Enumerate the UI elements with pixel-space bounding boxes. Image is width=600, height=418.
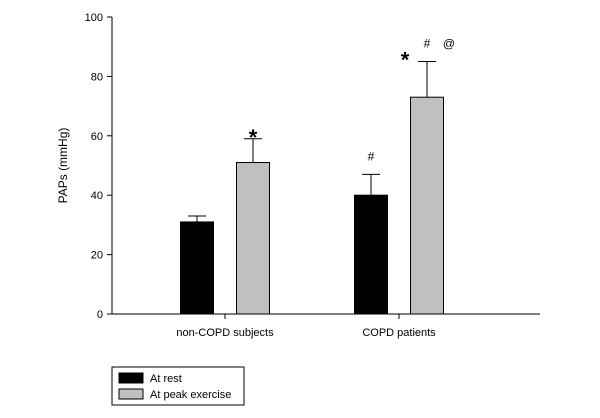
bar <box>354 194 388 315</box>
bar <box>236 162 270 315</box>
axes: 0 20 40 60 80 100 PAPs (mmHg) <box>56 12 540 321</box>
legend-swatch <box>118 372 144 384</box>
y-tick-label: 40 <box>91 190 103 202</box>
category-label: non-COPD subjects <box>176 327 274 339</box>
y-tick-label: 80 <box>91 71 103 83</box>
legend-label: At rest <box>150 373 182 385</box>
y-tick-label: 20 <box>91 250 103 262</box>
y-tick-label: 60 <box>91 131 103 143</box>
legend: At rest At peak exercise <box>111 366 245 406</box>
bars <box>180 61 444 315</box>
bar <box>410 96 444 315</box>
legend-swatch <box>118 388 144 400</box>
significance-mark: * <box>401 48 410 73</box>
y-tick-label: 0 <box>97 309 103 321</box>
significance-mark: * <box>249 125 258 150</box>
y-axis-title: PAPs (mmHg) <box>56 128 70 204</box>
legend-label: At peak exercise <box>150 389 231 401</box>
significance-mark: # <box>424 37 431 51</box>
y-tick-label: 100 <box>85 12 103 24</box>
bar <box>180 221 214 315</box>
labels: non-COPD subjects COPD patients * # * # @ <box>176 37 455 339</box>
significance-mark: # <box>368 149 375 163</box>
significance-mark: @ <box>443 37 455 51</box>
category-label: COPD patients <box>362 327 436 339</box>
